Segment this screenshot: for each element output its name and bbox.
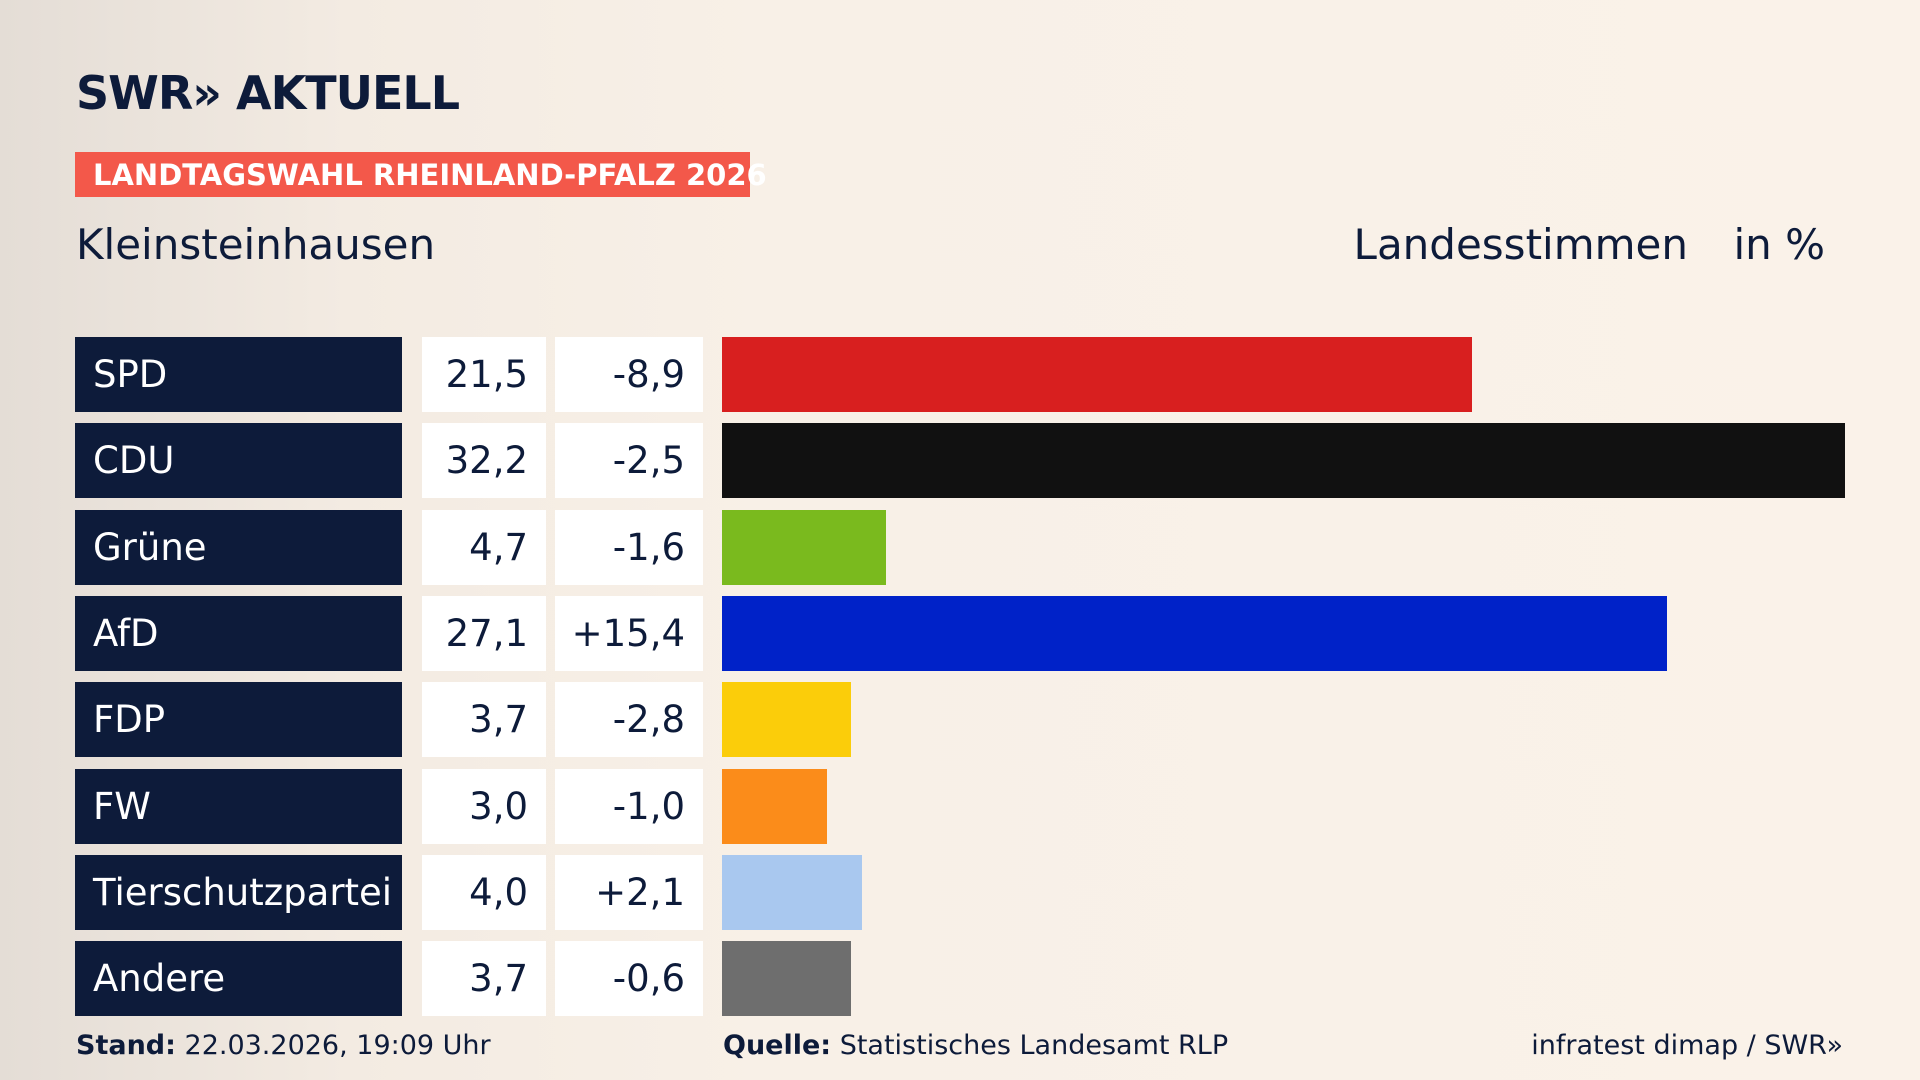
change-label: -1,6	[555, 509, 703, 585]
source-label: Quelle:	[723, 1030, 832, 1061]
change-label: -2,8	[555, 682, 703, 758]
bar	[722, 941, 852, 1017]
source-value: Statistisches Landesamt RLP	[839, 1030, 1229, 1061]
party-label: Grüne	[75, 509, 402, 585]
party-label: SPD	[75, 337, 402, 412]
value-label: 3,7	[422, 941, 546, 1017]
party-label: FDP	[75, 682, 402, 758]
bar	[722, 509, 886, 585]
party-label: FW	[75, 768, 402, 844]
value-label: 4,0	[422, 854, 546, 930]
credit: infratest dimap / SWR»	[1531, 1030, 1843, 1061]
tag-box: LANDTAGSWAHL RHEINLAND-PFALZ 2026	[75, 152, 767, 197]
value-label: 3,0	[422, 768, 546, 844]
change-label: -2,5	[555, 423, 703, 499]
bar	[722, 682, 852, 758]
change-label: -0,6	[555, 941, 703, 1017]
change-label: -8,9	[555, 337, 703, 412]
title: Kleinsteinhausen	[76, 220, 436, 269]
unit: in %	[1733, 220, 1825, 269]
party-label: CDU	[75, 423, 402, 499]
bar	[722, 337, 1472, 412]
subtitle: LANDTAGSWAHL RHEINLAND-PFALZ 2026	[93, 158, 767, 192]
bar	[722, 595, 1668, 671]
value-label: 21,5	[422, 337, 546, 412]
change-label: -1,0	[555, 768, 703, 844]
logo: SWR» AKTUELL	[76, 66, 460, 120]
source: Quelle: Statistisches Landesamt RLP	[723, 1030, 1228, 1061]
stand-value: 22.03.2026, 19:09 Uhr	[184, 1030, 491, 1061]
party-label: Andere	[75, 941, 402, 1017]
value-label: 3,7	[422, 682, 546, 758]
value-label: 32,2	[422, 423, 546, 499]
stand-label: Stand:	[76, 1030, 176, 1061]
measure: Landesstimmen	[1353, 220, 1688, 269]
bar	[722, 423, 1845, 499]
bar	[722, 854, 862, 930]
party-label: Tierschutzpartei	[75, 854, 402, 930]
party-label: AfD	[75, 595, 402, 671]
stand: Stand: 22.03.2026, 19:09 Uhr	[76, 1030, 491, 1061]
bar	[722, 768, 827, 844]
change-label: +15,4	[555, 595, 703, 671]
value-label: 4,7	[422, 509, 546, 585]
value-label: 27,1	[422, 595, 546, 671]
change-label: +2,1	[555, 854, 703, 930]
